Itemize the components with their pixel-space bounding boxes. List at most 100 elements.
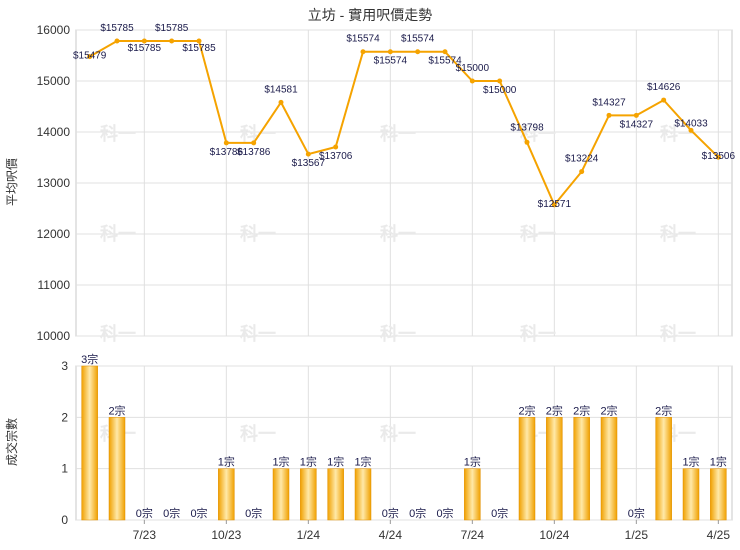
line-data-label-18: $13224 [565,154,599,165]
line-point-11 [387,49,393,55]
line-point-20 [633,112,639,118]
line-y-tick-6: 16000 [37,23,71,37]
bar-data-label-0: 3宗 [81,352,98,366]
line-point-9 [333,144,339,150]
bar-y-tick-0: 0 [61,513,68,527]
line-y-tick-5: 15000 [37,74,71,88]
bar-9 [327,468,344,521]
bar-data-label-5: 1宗 [218,455,235,469]
line-point-17 [551,202,557,208]
line-point-13 [442,49,448,55]
bar-data-label-20: 0宗 [628,506,645,520]
line-data-label-5: $13786 [210,147,244,158]
bar-chart-ylabel: 成交宗數 [4,418,19,466]
x-tick-label-7: 4/25 [707,528,731,542]
line-watermark-2-3: 科一 [520,323,556,344]
line-point-5 [223,140,229,146]
x-tick-label-1: 10/23 [211,528,241,542]
line-watermark-0-1: 科一 [240,123,276,144]
x-tick-label-2: 1/24 [297,528,321,542]
bar-chart: 0123科一科一科一科一科一3宗2宗0宗0宗0宗1宗0宗1宗1宗1宗1宗0宗0宗… [61,352,733,542]
bar-data-label-2: 0宗 [136,506,153,520]
bar-data-label-21: 2宗 [655,403,672,417]
line-y-tick-3: 13000 [37,176,71,190]
bar-y-tick-3: 3 [61,359,68,373]
line-point-15 [497,78,503,84]
line-point-21 [661,97,667,103]
bar-y-tick-1: 1 [61,462,68,476]
bar-data-label-17: 2宗 [546,403,563,417]
line-watermark-0-0: 科一 [100,123,136,144]
bar-17 [546,417,563,521]
line-data-label-8: $13567 [292,158,326,169]
bar-16 [518,417,536,521]
x-tick-label-3: 4/24 [379,528,403,542]
line-data-label-2: $15785 [128,43,162,54]
line-y-tick-2: 12000 [37,227,71,241]
bar-5 [218,468,235,521]
line-data-label-13: $15574 [428,56,462,67]
line-data-label-22: $14033 [674,118,708,129]
line-y-tick-1: 11000 [38,278,71,292]
line-point-0 [87,54,93,60]
bar-data-label-1: 2宗 [108,403,125,417]
bar-0 [81,365,98,521]
bar-8 [300,468,317,521]
line-watermark-1-4: 科一 [660,223,696,244]
bar-y-tick-2: 2 [61,410,68,424]
bar-data-label-14: 1宗 [464,455,481,469]
bar-data-label-15: 0宗 [491,506,508,520]
line-data-label-6: $13786 [237,147,271,158]
line-watermark-0-3: 科一 [520,123,556,144]
line-chart-title: 立坊 - 實用呎價走勢 [308,7,432,23]
line-data-label-16: $13798 [510,122,544,133]
line-y-tick-0: 10000 [37,329,71,343]
x-tick-label-5: 10/24 [539,528,569,542]
bar-23 [710,468,727,521]
line-point-19 [606,112,612,118]
line-data-label-14: $15000 [456,63,490,74]
line-watermark-1-0: 科一 [100,223,136,244]
bar-data-label-9: 1宗 [327,455,344,469]
line-point-2 [141,38,147,44]
line-watermark-2-1: 科一 [240,323,276,344]
line-point-6 [251,140,257,146]
line-data-label-9: $13706 [319,151,353,162]
line-point-16 [524,139,530,145]
bar-data-label-19: 2宗 [600,403,617,417]
line-point-4 [196,38,202,44]
line-watermark-2-4: 科一 [660,323,696,344]
line-data-label-15: $15000 [483,85,517,96]
bar-1 [108,417,126,521]
bar-data-label-22: 1宗 [682,455,699,469]
bar-18 [573,417,590,521]
line-watermark-0-4: 科一 [660,123,696,144]
line-point-10 [360,49,366,55]
bar-21 [655,417,672,521]
line-watermark-1-1: 科一 [240,223,276,244]
line-data-label-20: $14327 [620,119,654,130]
line-series-path [89,39,720,207]
bar-watermark-1: 科一 [240,423,276,444]
bar-data-label-3: 0宗 [163,506,180,520]
line-point-8 [305,151,311,157]
bar-7 [272,468,290,521]
line-chart: 10000110001200013000140001500016000科一 科一科… [37,23,736,344]
line-point-18 [579,169,585,175]
bar-data-label-8: 1宗 [300,455,317,469]
bar-watermark-2: 科一 [380,423,416,444]
line-watermark-2-2: 科一 [380,323,416,344]
line-chart-ylabel: 平均呎價 [5,158,19,206]
x-tick-label-0: 7/23 [133,528,157,542]
line-data-label-23: $13506 [702,151,736,162]
line-data-label-21: $14626 [647,82,681,93]
line-data-label-17: $12571 [538,199,572,210]
line-point-23 [715,154,721,160]
line-point-1 [114,38,120,44]
line-data-label-7: $14581 [264,84,298,95]
line-watermark-0-2: 科一 [380,123,416,144]
bar-data-label-13: 0宗 [436,506,453,520]
line-data-label-12: $15574 [401,34,435,45]
